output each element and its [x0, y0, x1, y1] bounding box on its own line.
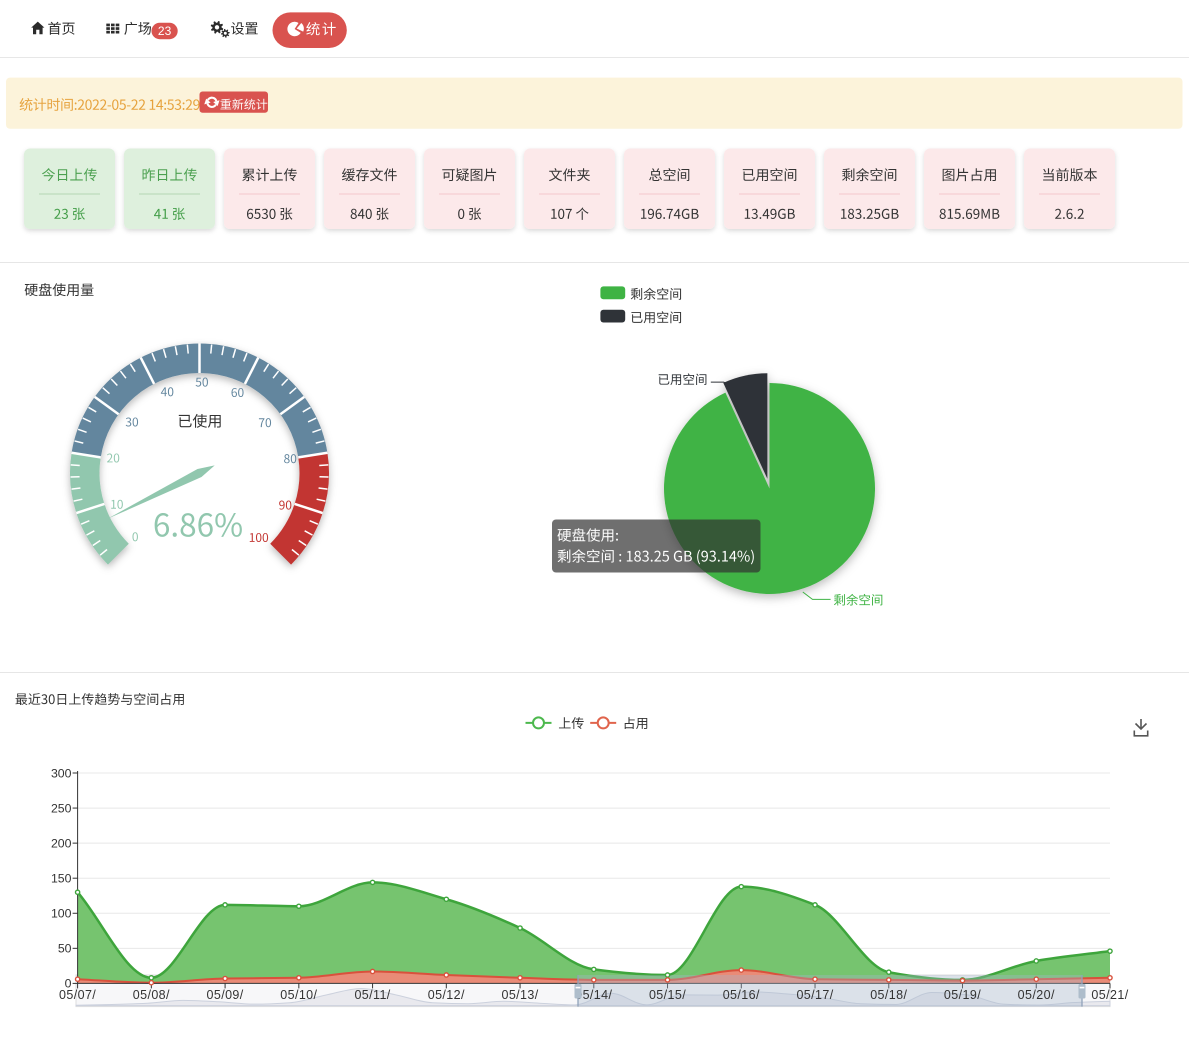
svg-text:05/17/: 05/17/: [796, 988, 833, 1002]
svg-text:05/20/: 05/20/: [1018, 988, 1055, 1002]
svg-text:05/19/: 05/19/: [944, 988, 981, 1002]
svg-text:05/16/: 05/16/: [723, 988, 760, 1002]
svg-text:05/11/: 05/11/: [354, 988, 390, 1002]
svg-text:05/07/: 05/07/: [59, 988, 96, 1002]
svg-text:50: 50: [58, 942, 72, 956]
svg-text:300: 300: [51, 766, 72, 780]
svg-text:05/13/: 05/13/: [501, 988, 538, 1002]
svg-text:100: 100: [51, 907, 72, 921]
svg-text:05/21/: 05/21/: [1091, 988, 1128, 1002]
svg-text:05/08/: 05/08/: [133, 988, 170, 1002]
svg-text:23: 23: [158, 24, 172, 38]
svg-text:0: 0: [65, 977, 72, 991]
svg-text:05/14/: 05/14/: [575, 988, 612, 1002]
svg-text:05/09/: 05/09/: [207, 988, 244, 1002]
svg-text:05/10/: 05/10/: [280, 988, 317, 1002]
svg-text:05/15/: 05/15/: [649, 988, 686, 1002]
svg-text:250: 250: [51, 801, 72, 815]
svg-text:05/18/: 05/18/: [870, 988, 907, 1002]
svg-text:05/12/: 05/12/: [428, 988, 465, 1002]
svg-text:150: 150: [51, 872, 72, 886]
svg-text:200: 200: [51, 836, 72, 850]
